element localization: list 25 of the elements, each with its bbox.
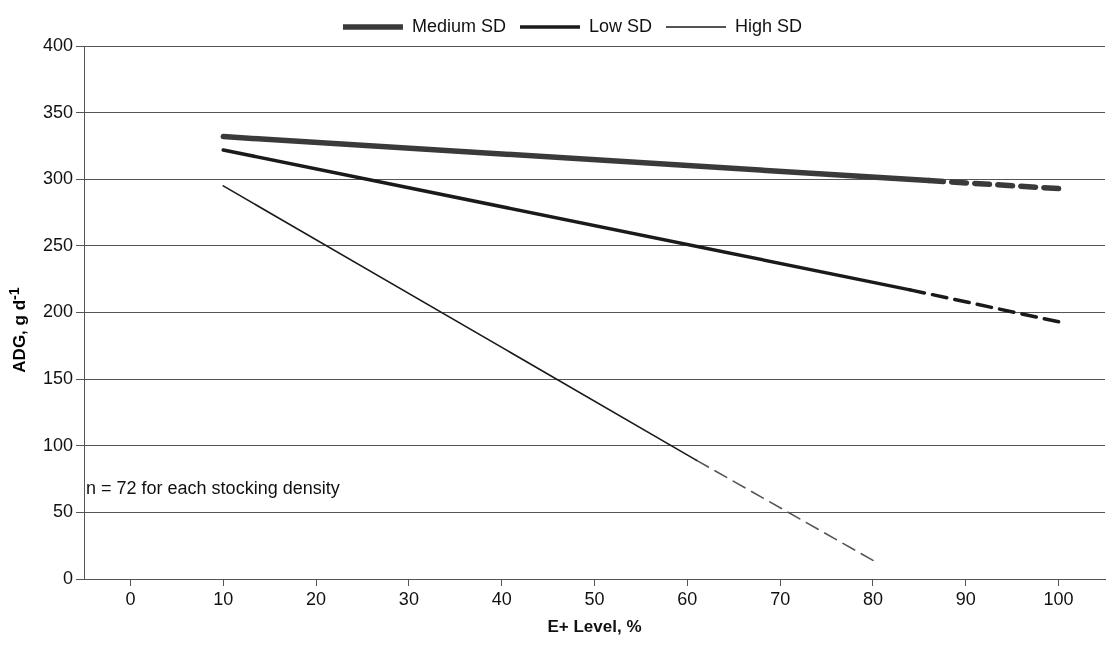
x-tick-label: 30	[398, 588, 419, 609]
x-tick-label: 90	[955, 588, 976, 609]
legend-label: High SD	[735, 15, 803, 36]
annotation: n = 72 for each stocking density	[86, 478, 340, 499]
x-tick-label: 20	[306, 588, 327, 609]
y-tick-label: 150	[42, 368, 74, 389]
x-tick-label: 50	[584, 588, 605, 609]
x-tick-label: 80	[862, 588, 883, 609]
legend-label: Low SD	[588, 15, 653, 36]
x-tick-label: 100	[1043, 588, 1074, 609]
y-tick-label: 300	[42, 168, 74, 189]
y-tick-label: 100	[42, 434, 74, 455]
x-tick-label: 40	[491, 588, 512, 609]
y-tick-label: 200	[42, 301, 74, 322]
x-tick-label: 60	[677, 588, 698, 609]
y-tick-label: 400	[42, 34, 74, 55]
y-tick-label: 350	[42, 101, 74, 122]
y-tick-label: 50	[53, 501, 74, 522]
y-tick-label: 0	[63, 567, 74, 588]
legend-label: Medium SD	[411, 15, 506, 36]
x-tick-label: 70	[770, 588, 791, 609]
x-tick-label: 0	[125, 588, 136, 609]
x-tick-label: 10	[213, 588, 234, 609]
x-axis-title: E+ Level, %	[547, 617, 642, 637]
y-tick-label: 250	[42, 234, 74, 255]
